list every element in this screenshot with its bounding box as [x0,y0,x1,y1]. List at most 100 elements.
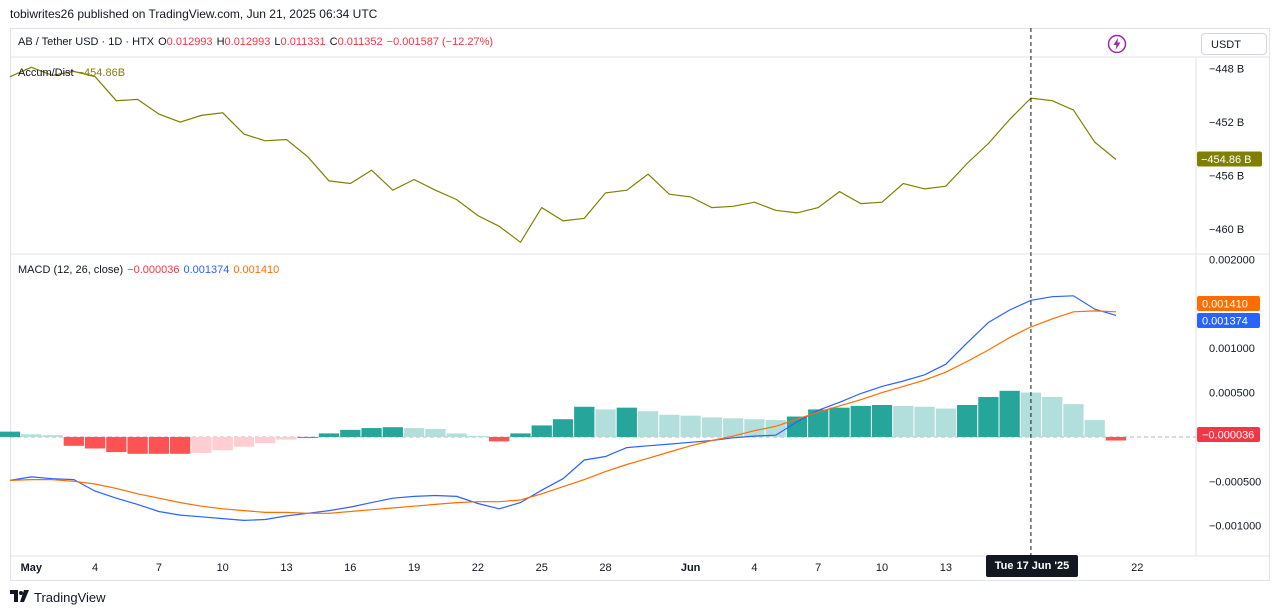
macd-histogram-bar [1105,436,1127,441]
accum-y-tick-label: −448 B [1209,64,1244,76]
macd-histogram-bar [914,406,935,437]
macd-histogram-bar [84,436,106,449]
change-value: −0.001587 (−12.27%) [386,36,494,48]
macd-histogram-bar [808,409,829,437]
macd-histogram-bar [467,436,489,438]
crosshair-date-label: Tue 17 Jun '25 [986,555,1078,577]
x-axis-tick-label: 4 [751,562,757,574]
macd-histogram-bar [170,436,191,454]
close-label: C [329,36,338,48]
chart-frame [10,28,1270,581]
macd-histogram-bar [616,407,637,437]
macd-legend-signal: 0.001410 [233,264,280,276]
macd-histogram-bar [850,405,871,437]
currency-button[interactable]: USDT [1201,33,1267,55]
macd-histogram-bar [786,416,808,437]
accum-y-tick-label: −460 B [1209,224,1244,236]
x-axis-tick-label: 19 [408,562,420,574]
macd-histogram-bar [0,431,21,437]
macd-histogram-bar [595,409,616,437]
macd-histogram-bar [382,427,403,437]
symbol-legend[interactable]: AB / Tether USD · 1D · HTX O0.012993 H0.01… [18,36,497,48]
high-value: 0.012993 [224,36,271,48]
macd-histogram-bar [680,415,701,437]
macd-histogram-bar [552,419,574,437]
x-axis-tick-label: 22 [472,562,484,574]
signal-value-tag-label: 0.001410 [1202,299,1248,311]
macd-histogram-bar [425,428,446,437]
accum-last-value-tag [1197,151,1262,167]
x-axis-tick-label: 25 [536,562,548,574]
macd-histogram-bar [723,418,744,437]
x-axis-tick-label: 7 [156,562,162,574]
macd-legend-name[interactable]: MACD (12, 26, close) [18,264,124,276]
open-label: O [158,36,167,48]
macd-legend[interactable]: MACD (12, 26, close) −0.000036 0.001374 0.0… [18,264,283,276]
macd-histogram-bar [148,436,170,454]
macd-histogram-bar [21,434,42,437]
x-axis-tick-label: 4 [92,562,98,574]
macd-histogram-bar [659,414,680,437]
footer: TradingView [10,590,106,605]
histogram-value-tag-label: −0.000036 [1202,430,1254,442]
symbol-name[interactable]: AB / Tether USD · 1D · HTX [18,36,155,48]
macd-histogram-bar [361,428,382,437]
accum-legend-name[interactable]: Accum/Dist [18,67,74,79]
macd-histogram-bar [489,436,510,442]
low-value: 0.011331 [280,36,326,48]
tradingview-logo-icon [10,590,30,605]
signal-value-tag [1197,296,1260,311]
macd-histogram-bar [212,436,233,451]
x-axis-tick-label: May [21,562,43,574]
accum-y-tick-label: −452 B [1209,117,1244,129]
macd-histogram-bar [510,433,531,437]
macd-histogram-bar [446,433,467,437]
x-axis-tick-label: 16 [344,562,356,574]
macd-value-tag-label: 0.001374 [1202,316,1248,328]
macd-histogram-bar [1084,420,1105,437]
macd-histogram-bar [637,411,659,437]
x-axis-tick-label: Jun [681,562,701,574]
x-axis-tick-label: 13 [280,562,292,574]
macd-histogram-bar [318,433,340,437]
macd-histogram-bar [42,435,63,437]
macd-histogram-bar [574,406,595,437]
macd-histogram-bar [1042,397,1063,437]
macd-line [9,295,1117,522]
macd-y-tick-label: 0.001000 [1209,343,1255,355]
accum-y-tick-label: −456 B [1209,171,1244,183]
macd-histogram-bar [956,405,978,437]
footer-brand: TradingView [34,590,106,605]
x-axis-tick-label: 10 [217,562,229,574]
macd-histogram-bar [701,417,723,437]
macd-histogram-bar [744,419,765,437]
macd-histogram-bar [935,408,956,437]
x-axis-tick-label: 13 [940,562,952,574]
macd-histogram-bar [63,436,84,446]
accum-last-value-label: −454.86 B [1201,154,1251,166]
macd-histogram-bar [765,420,786,437]
close-value: 0.011352 [337,36,383,48]
accum-legend[interactable]: Accum/Dist −454.86B [18,67,129,79]
macd-histogram-bar [1063,404,1084,437]
macd-histogram-bar [106,436,127,453]
high-label: H [216,36,225,48]
macd-histogram-bar [297,436,318,438]
macd-histogram-bar [255,436,276,444]
macd-legend-hist: −0.000036 [127,264,180,276]
lightning-bolt-icon[interactable] [1107,34,1127,54]
macd-histogram-bar [340,429,361,437]
macd-histogram-bar [871,405,893,437]
accum-legend-value: −454.86B [77,67,126,79]
macd-histogram-bar [531,425,552,437]
macd-y-tick-label: −0.001000 [1209,521,1261,533]
macd-value-tag [1197,313,1260,328]
open-value: 0.012993 [166,36,213,48]
macd-y-tick-label: 0.002000 [1209,254,1255,266]
publisher-line: tobiwrites26 published on TradingView.co… [10,7,378,21]
macd-histogram-bar [893,405,914,437]
macd-histogram-bar [829,407,850,437]
signal-line [9,310,1117,514]
macd-histogram-bar [978,397,999,437]
